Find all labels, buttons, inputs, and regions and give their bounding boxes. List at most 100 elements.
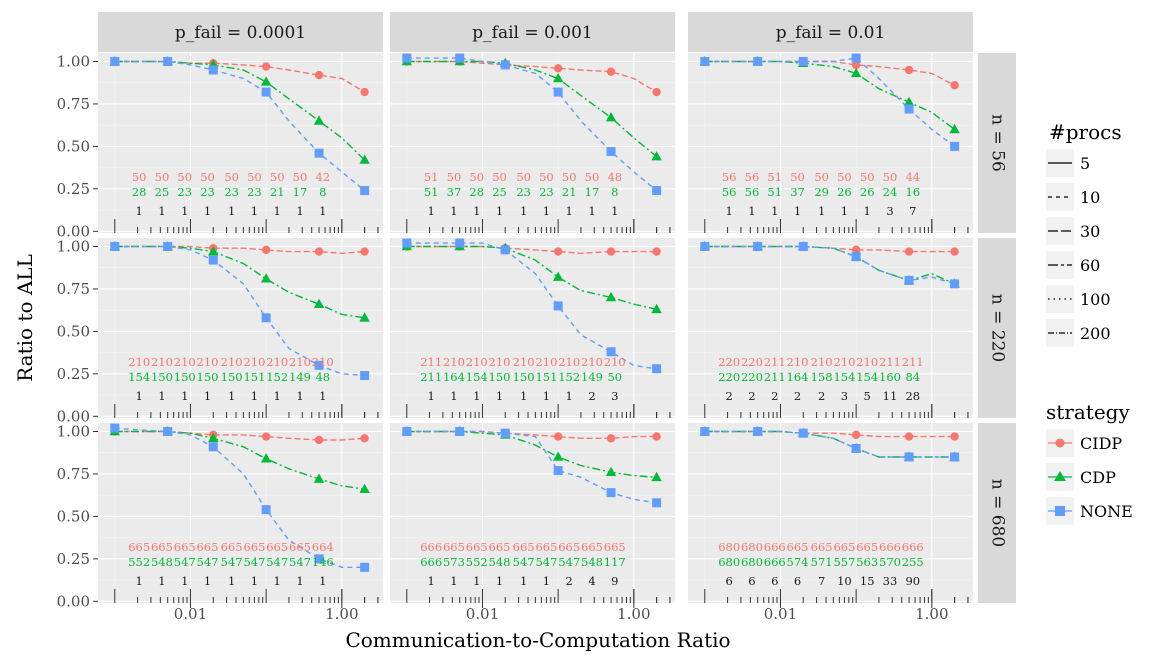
count-label: 1 xyxy=(204,204,211,218)
count-label: 26 xyxy=(860,185,875,199)
count-label: 2 xyxy=(794,389,801,403)
count-label: 680 xyxy=(718,540,740,554)
count-label: 3 xyxy=(841,389,848,403)
count-label: 150 xyxy=(174,370,196,384)
cidp-point xyxy=(652,432,661,441)
count-label: 665 xyxy=(856,540,878,554)
y-tick-label: 0.25 xyxy=(57,550,90,568)
cidp-point xyxy=(314,435,324,445)
count-label: 665 xyxy=(151,540,173,554)
count-label: 152 xyxy=(266,370,288,384)
count-label: 547 xyxy=(289,555,311,569)
column-strip xyxy=(688,12,973,52)
count-label: 680 xyxy=(718,555,740,569)
count-label: 211 xyxy=(764,355,786,369)
count-label: 150 xyxy=(513,370,535,384)
count-label: 1 xyxy=(520,574,527,588)
count-label: 154 xyxy=(466,370,488,384)
count-label: 50 xyxy=(132,170,147,184)
none-point xyxy=(904,275,914,285)
none-point xyxy=(606,488,616,498)
none-point xyxy=(553,301,563,311)
legend-procs-label: 30 xyxy=(1080,222,1100,241)
count-label: 1 xyxy=(543,389,550,403)
count-label: 211 xyxy=(764,370,786,384)
series-line-cidp xyxy=(704,430,955,438)
count-label: 28 xyxy=(132,185,147,199)
count-label: 666 xyxy=(764,555,786,569)
count-label: 1 xyxy=(543,574,550,588)
count-label: 51 xyxy=(424,185,439,199)
count-label: 50 xyxy=(814,170,829,184)
cidp-point xyxy=(360,87,369,97)
count-label: 1 xyxy=(726,204,733,218)
y-tick-label: 0.50 xyxy=(57,322,90,340)
count-label: 48 xyxy=(315,370,330,384)
count-label: 665 xyxy=(558,540,580,554)
count-label: 17 xyxy=(585,185,600,199)
count-label: 23 xyxy=(247,185,262,199)
count-label: 1 xyxy=(520,389,527,403)
none-point xyxy=(163,56,173,66)
count-label: 665 xyxy=(811,540,833,554)
none-point xyxy=(402,53,412,63)
count-label: 1 xyxy=(566,389,573,403)
x-tick-label: 1.00 xyxy=(617,605,650,623)
none-point xyxy=(652,364,662,374)
count-label: 547 xyxy=(558,555,580,569)
count-label: 50 xyxy=(790,170,805,184)
count-label: 21 xyxy=(270,185,285,199)
count-label: 665 xyxy=(221,540,243,554)
count-label: 548 xyxy=(151,555,173,569)
cdp-point xyxy=(605,112,617,122)
legend-cidp-marker xyxy=(1055,438,1065,448)
row-strip xyxy=(978,53,1016,233)
count-label: 50 xyxy=(177,170,192,184)
count-label: 1 xyxy=(611,204,618,218)
count-label: 548 xyxy=(581,555,603,569)
none-point xyxy=(314,554,324,564)
legend-procs-label: 200 xyxy=(1080,324,1111,343)
count-label: 211 xyxy=(879,355,901,369)
none-point xyxy=(950,279,960,289)
series-line-cidp xyxy=(114,430,365,441)
count-label: 666 xyxy=(764,540,786,554)
legend-procs-label: 60 xyxy=(1080,256,1100,275)
cdp-point xyxy=(605,291,617,302)
count-label: 220 xyxy=(718,355,740,369)
cidp-point xyxy=(851,245,861,255)
count-label: 1 xyxy=(450,389,457,403)
count-label: 5 xyxy=(864,389,871,403)
count-label: 15 xyxy=(860,574,875,588)
count-label: 4 xyxy=(588,574,595,588)
column-strip-label: p_fail = 0.01 xyxy=(776,23,886,43)
count-label: 56 xyxy=(722,185,737,199)
count-label: 23 xyxy=(200,185,215,199)
count-label: 573 xyxy=(443,555,465,569)
count-label: 56 xyxy=(745,170,760,184)
count-label: 210 xyxy=(197,355,219,369)
count-label: 1 xyxy=(520,204,527,218)
count-label: 1 xyxy=(136,574,143,588)
count-label: 210 xyxy=(833,355,855,369)
cidp-point xyxy=(950,81,959,90)
cidp-point xyxy=(553,432,563,441)
none-point xyxy=(261,505,271,515)
count-label: 8 xyxy=(611,185,618,199)
count-label: 211 xyxy=(420,355,442,369)
none-point xyxy=(455,426,465,436)
x-tick-label: 1.00 xyxy=(915,605,948,623)
none-point xyxy=(402,426,412,436)
none-point xyxy=(950,141,960,151)
count-label: 210 xyxy=(128,355,150,369)
count-label: 50 xyxy=(293,170,308,184)
cdp-point xyxy=(260,273,272,283)
cidp-point xyxy=(261,245,271,255)
cidp-point xyxy=(606,247,616,256)
count-label: 1 xyxy=(841,204,848,218)
series-line-cidp xyxy=(114,245,365,255)
count-label: 150 xyxy=(197,370,219,384)
